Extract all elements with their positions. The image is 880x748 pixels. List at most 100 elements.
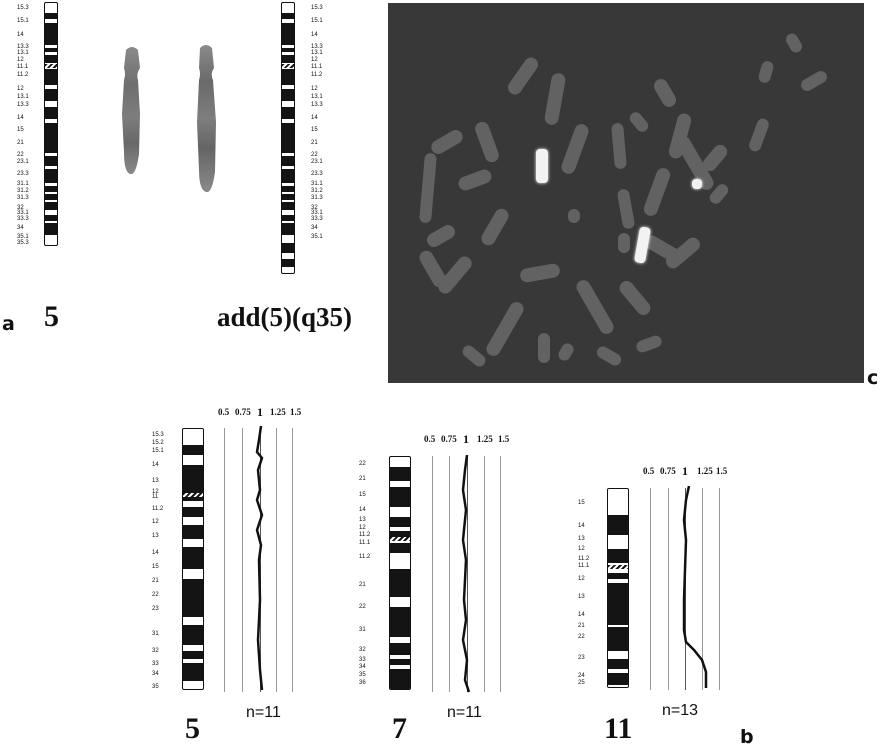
- band-label: 35.1: [17, 234, 29, 240]
- band-label: 21: [359, 476, 366, 482]
- ideogram-chr5-normal: [44, 2, 58, 246]
- band-label: 14: [17, 32, 24, 38]
- band-label: 12: [17, 57, 24, 63]
- chr7-gridline-0.75: [449, 456, 450, 692]
- band-label: 15: [17, 127, 24, 133]
- band-label: 23: [152, 606, 159, 612]
- band-label: 13.1: [17, 94, 29, 100]
- band-label: 32: [17, 205, 24, 211]
- chr11-gridline-0.5: [650, 488, 651, 690]
- band-label: 31.1: [17, 181, 29, 187]
- band-label: 23.1: [17, 159, 29, 165]
- band-label: 11.1: [17, 64, 29, 70]
- band-label: 33.1: [17, 210, 29, 216]
- band-label: 13.3: [311, 44, 323, 50]
- scale-label: 0.75: [235, 407, 251, 417]
- chr5-title: 5: [185, 712, 200, 745]
- band-label: 25: [578, 680, 585, 686]
- band-label: 31: [359, 627, 366, 633]
- band-label: 13: [359, 517, 366, 523]
- band-label: 13: [152, 533, 159, 539]
- band-label: 35.3: [17, 240, 29, 246]
- band-label: 21: [311, 140, 318, 146]
- fish-signal: [692, 179, 702, 189]
- band-label: 13.1: [311, 94, 323, 100]
- band-label: 15: [152, 564, 159, 570]
- band-label: 12: [152, 489, 159, 495]
- band-label: 13: [578, 536, 585, 542]
- scale-label: 0.5: [424, 434, 436, 444]
- chr5-n-count: n=11: [246, 704, 281, 721]
- band-label: 11.2: [359, 532, 371, 538]
- band-label: 11.1: [359, 540, 371, 546]
- ideogram-chr5-derivative: [281, 2, 295, 274]
- band-label: 15.1: [152, 448, 164, 454]
- band-label: 14: [359, 507, 366, 513]
- band-label: 22: [311, 152, 318, 158]
- band-label: 14: [311, 32, 318, 38]
- band-label: 31.3: [17, 195, 29, 201]
- chr7-gridline-0.5: [432, 456, 433, 692]
- scale-label: 1: [463, 432, 469, 446]
- ideogram-chr7-profile: [389, 456, 411, 690]
- band-label: 15: [578, 500, 585, 506]
- chr7-n-count: n=11: [447, 704, 482, 721]
- band-label: 13: [152, 478, 159, 484]
- band-label: 24: [578, 673, 585, 679]
- band-label: 31.2: [311, 188, 323, 194]
- scale-label: 1.5: [716, 466, 728, 476]
- band-label: 11.2: [152, 506, 164, 512]
- band-label: 15.1: [311, 18, 323, 24]
- band-label: 12: [17, 86, 24, 92]
- band-label: 22: [359, 461, 366, 467]
- band-label: 32: [359, 647, 366, 653]
- band-label: 13: [578, 594, 585, 600]
- band-label: 12: [311, 57, 318, 63]
- band-label: 32: [311, 205, 318, 211]
- panel-a-derivative-title: add(5)(q35): [217, 302, 353, 332]
- band-label: 33.3: [311, 216, 323, 222]
- band-label: 35: [152, 684, 159, 690]
- scale-label: 1.25: [477, 434, 493, 444]
- band-label: 14: [152, 550, 159, 556]
- band-label: 11.2: [359, 554, 371, 560]
- scale-label: 1: [257, 405, 263, 419]
- band-label: 12: [578, 576, 585, 582]
- band-label: 34: [311, 225, 318, 231]
- band-label: 12: [578, 546, 585, 552]
- scale-label: 0.75: [660, 466, 676, 476]
- band-label: 36: [359, 680, 366, 686]
- band-label: 22: [359, 604, 366, 610]
- band-label: 12: [152, 519, 159, 525]
- band-label: 15.2: [152, 440, 164, 446]
- fish-signal: [536, 149, 548, 183]
- band-label: 21: [152, 578, 159, 584]
- band-label: 13.3: [17, 44, 29, 50]
- band-label: 15.1: [17, 18, 29, 24]
- band-label: 14: [578, 612, 585, 618]
- band-label: 11.2: [578, 556, 590, 562]
- scale-label: 0.5: [643, 466, 655, 476]
- chr11-gridline-1.25: [702, 488, 703, 690]
- band-label: 21: [578, 623, 585, 629]
- chr11-gridline-1.5: [719, 488, 720, 690]
- scale-label: 1: [682, 464, 688, 478]
- band-label: 31: [152, 631, 159, 637]
- band-label: 34: [17, 225, 24, 231]
- band-label: 23.3: [311, 171, 323, 177]
- band-label: 15.3: [152, 432, 164, 438]
- band-label: 33.1: [311, 210, 323, 216]
- chr7-gridline-1.25: [484, 456, 485, 692]
- band-label: 15.3: [17, 5, 29, 11]
- band-label: 14: [17, 115, 24, 121]
- ideogram-chr11-profile: [607, 488, 629, 688]
- band-label: 22: [578, 634, 585, 640]
- chr5-gridline-1.25: [276, 428, 277, 692]
- band-label: 33: [359, 657, 366, 663]
- panel-a-label: a: [2, 313, 15, 335]
- chr5-gridline-0.75: [242, 428, 243, 692]
- band-label: 21: [359, 582, 366, 588]
- band-label: 31.3: [311, 195, 323, 201]
- panel-b-label: b: [740, 726, 754, 748]
